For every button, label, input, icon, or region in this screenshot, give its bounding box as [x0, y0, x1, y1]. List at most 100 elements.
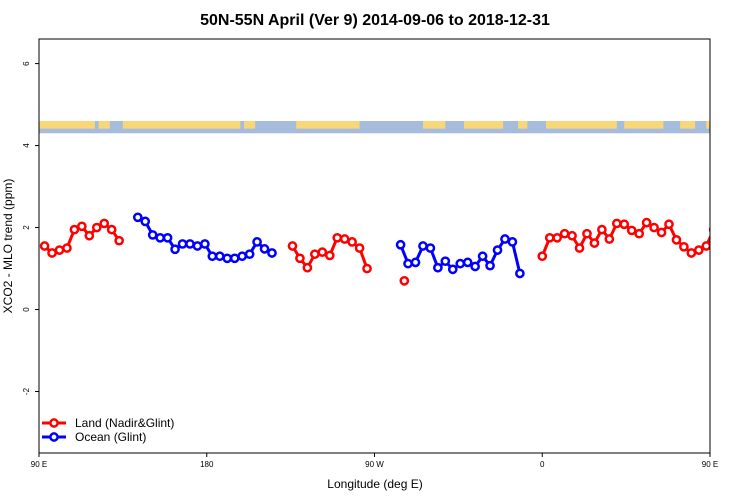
data-point [69, 224, 80, 235]
data-point [740, 220, 747, 227]
land-band-segment [244, 120, 256, 129]
data-point [544, 232, 555, 243]
data-point [582, 228, 592, 239]
data-point [132, 212, 143, 223]
data-point [170, 244, 180, 255]
series-land [39, 217, 747, 286]
y-axis: -2 0 2 4 6 [22, 61, 39, 395]
data-point [708, 226, 710, 233]
series-line [740, 217, 750, 249]
land-band-segment [545, 120, 617, 129]
data-point [693, 245, 704, 255]
y-tick-label: 2 [22, 225, 31, 230]
data-point [114, 235, 124, 246]
data-point [634, 228, 645, 239]
data-point [559, 228, 570, 239]
data-point [619, 219, 630, 230]
y-tick-label: 4 [22, 143, 31, 148]
data-point [470, 261, 480, 272]
data-point [395, 239, 406, 250]
data-point [155, 232, 166, 243]
data-point [403, 258, 413, 269]
plot-frame [38, 38, 711, 454]
data-point [736, 214, 743, 221]
data-point [725, 232, 732, 239]
data-point [485, 260, 495, 271]
x-tick-label: 0 [540, 460, 545, 469]
data-point [744, 218, 750, 225]
data-point [244, 249, 255, 260]
data-point [679, 241, 689, 252]
data-point [500, 234, 510, 244]
land-band-segment [706, 120, 710, 129]
y-tick-label: 6 [22, 61, 31, 66]
land-band-segment [680, 120, 696, 129]
land-band-segment [422, 120, 446, 129]
data-point [229, 253, 240, 264]
land-band-segment [463, 120, 504, 129]
land-band-segment [296, 120, 360, 129]
data-point [62, 243, 72, 253]
data-point [597, 224, 607, 235]
data-point [200, 239, 210, 249]
x-tick-label: 180 [200, 460, 214, 469]
data-point [39, 241, 50, 251]
data-point [604, 234, 615, 244]
data-point [237, 251, 248, 262]
data-point [399, 275, 410, 286]
land-band-segment [98, 120, 110, 129]
data-point [106, 224, 117, 235]
x-axis: 90 E 180 90 W 0 90 E [31, 453, 718, 469]
data-point [177, 239, 188, 249]
land-band-segment [518, 120, 528, 129]
data-point [649, 222, 659, 233]
data-point [252, 237, 262, 247]
series-layer [39, 212, 750, 286]
data-point [140, 216, 151, 227]
data-point [162, 232, 173, 243]
data-point [99, 218, 110, 229]
data-point [310, 249, 320, 260]
data-point [455, 258, 466, 269]
data-point [664, 219, 674, 230]
data-point [259, 244, 270, 254]
x-tick-label: 90 E [31, 460, 47, 469]
data-point [418, 241, 428, 251]
data-point [295, 253, 305, 264]
data-point [222, 253, 233, 264]
x-tick-label: 90 W [365, 460, 384, 469]
data-point [91, 222, 102, 233]
data-point [287, 241, 298, 251]
data-point [626, 225, 637, 236]
y-tick-label: -2 [22, 387, 31, 395]
y-tick-label: 0 [22, 307, 31, 312]
series-ocean [132, 212, 750, 279]
data-point [347, 237, 357, 247]
data-point [537, 251, 548, 262]
data-point [656, 227, 667, 238]
data-point [433, 262, 443, 273]
x-axis-label: Longitude (deg E) [327, 477, 422, 491]
data-point [185, 239, 195, 249]
data-point [267, 248, 277, 258]
data-point [324, 250, 335, 261]
data-point [339, 234, 350, 244]
legend-label: Ocean (Glint) [75, 430, 146, 444]
data-point [362, 263, 372, 274]
data-point [671, 235, 682, 245]
legend-label: Land (Nadir&Glint) [75, 416, 174, 430]
data-point [317, 247, 328, 257]
data-point [207, 251, 218, 262]
legend-marker [49, 418, 59, 428]
data-point [641, 217, 652, 228]
data-point [440, 256, 451, 267]
data-point [410, 257, 421, 268]
data-point [589, 238, 600, 248]
data-point [332, 232, 343, 243]
data-point [302, 262, 313, 273]
data-point [354, 243, 365, 253]
data-point [686, 248, 697, 258]
data-point [84, 230, 95, 241]
land-band-segment [39, 120, 95, 129]
